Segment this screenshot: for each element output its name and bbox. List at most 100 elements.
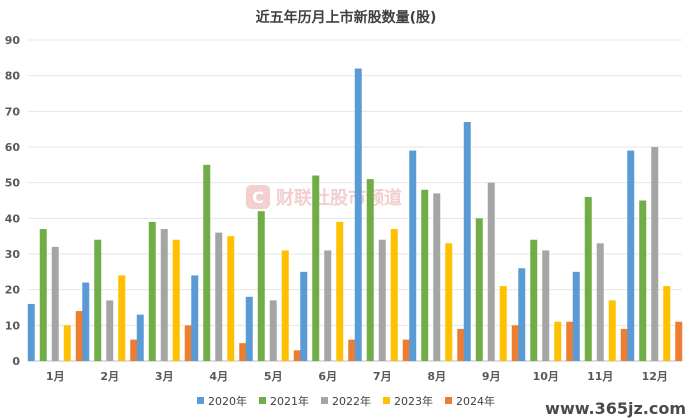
x-tick-label: 3月 — [155, 370, 174, 383]
bar-2020年-5月 — [245, 296, 253, 361]
bar-2020年-9月 — [463, 122, 471, 362]
bar-2023年-12月 — [663, 286, 671, 361]
legend-label: 2023年 — [394, 394, 433, 408]
chart-title: 近五年历月上市新股数量(股) — [256, 9, 437, 26]
bar-2020年-8月 — [409, 150, 417, 361]
bar-2024年-7月 — [402, 339, 410, 361]
bar-2024年-5月 — [293, 350, 301, 361]
bar-2023年-11月 — [608, 300, 616, 361]
x-axis: 1月 2月 3月 4月 5月 6月 7月 8月 9月 10月 11月 12月 — [46, 370, 668, 383]
bar-2021年-10月 — [530, 239, 538, 361]
bar-2024年-2月 — [130, 339, 138, 361]
y-tick-label: 60 — [5, 141, 21, 154]
bar-2022年-11月 — [596, 243, 604, 361]
x-tick-label: 7月 — [373, 370, 392, 383]
bar-2022年-4月 — [215, 232, 223, 361]
x-tick-label: 4月 — [209, 370, 228, 383]
bar-2021年-9月 — [475, 218, 483, 361]
bar-2023年-4月 — [227, 236, 235, 361]
bar-2021年-11月 — [584, 196, 592, 361]
bar-2022年-7月 — [378, 239, 386, 361]
x-tick-label: 11月 — [587, 370, 613, 383]
legend: 2020年 2021年 2022年 2023年 2024年 — [197, 394, 495, 408]
bar-2023年-8月 — [445, 243, 453, 361]
bar-2024年-11月 — [620, 328, 628, 361]
legend-swatch — [197, 397, 204, 404]
watermark-icon-letter: C — [252, 188, 264, 207]
legend-swatch — [445, 397, 452, 404]
bars — [27, 68, 683, 362]
bar-2024年-4月 — [239, 343, 247, 361]
bar-2023年-9月 — [499, 286, 507, 361]
bar-2022年-3月 — [160, 229, 168, 361]
bar-2023年-6月 — [336, 221, 344, 361]
watermark-text: 财联社股市频道 — [276, 187, 402, 209]
legend-swatch — [321, 397, 328, 404]
bar-2023年-10月 — [554, 321, 562, 361]
bar-2020年-4月 — [191, 275, 199, 361]
legend-label: 2021年 — [270, 394, 309, 408]
bar-2023年-7月 — [390, 229, 398, 361]
bar-2022年-8月 — [433, 193, 441, 361]
legend-swatch — [383, 397, 390, 404]
bar-2021年-7月 — [366, 179, 374, 361]
bar-2021年-2月 — [94, 239, 102, 361]
y-axis: 0 10 20 30 40 50 60 70 80 90 — [5, 34, 21, 368]
bar-2023年-5月 — [281, 250, 289, 361]
bar-2020年-1月 — [27, 303, 35, 361]
y-tick-label: 10 — [5, 319, 21, 332]
legend-swatch — [259, 397, 266, 404]
x-tick-label: 8月 — [427, 370, 446, 383]
bar-2020年-12月 — [627, 150, 635, 361]
bar-2022年-10月 — [542, 250, 550, 361]
bar-2020年-6月 — [300, 271, 308, 361]
x-tick-label: 5月 — [264, 370, 283, 383]
x-tick-label: 6月 — [318, 370, 337, 383]
bar-2023年-1月 — [63, 325, 71, 361]
bar-2021年-12月 — [639, 200, 647, 361]
x-tick-label: 10月 — [533, 370, 559, 383]
bar-2021年-4月 — [203, 164, 211, 361]
bar-2021年-8月 — [421, 189, 429, 361]
bar-2020年-2月 — [82, 282, 90, 361]
bar-2020年-10月 — [518, 268, 526, 361]
y-tick-label: 50 — [5, 177, 21, 190]
bar-2023年-2月 — [118, 275, 126, 361]
bar-2021年-3月 — [148, 221, 156, 361]
bar-2021年-5月 — [257, 211, 265, 361]
legend-label: 2024年 — [456, 394, 495, 408]
x-tick-label: 12月 — [642, 370, 668, 383]
bar-2022年-9月 — [487, 182, 495, 361]
bar-2020年-3月 — [136, 314, 144, 361]
y-tick-label: 20 — [5, 284, 21, 297]
bar-2024年-9月 — [511, 325, 519, 361]
bar-2022年-5月 — [269, 300, 277, 361]
bar-2024年-1月 — [75, 311, 83, 361]
bar-2021年-6月 — [312, 175, 320, 361]
watermark-icon — [246, 185, 270, 209]
x-tick-label: 2月 — [100, 370, 119, 383]
bar-2022年-2月 — [106, 300, 114, 361]
bar-2024年-6月 — [348, 339, 356, 361]
legend-label: 2020年 — [208, 394, 247, 408]
bar-2024年-12月 — [675, 321, 683, 361]
y-tick-label: 40 — [5, 212, 21, 225]
y-tick-label: 30 — [5, 248, 21, 261]
legend-label: 2022年 — [332, 394, 371, 408]
x-tick-label: 1月 — [46, 370, 65, 383]
bar-2023年-3月 — [172, 239, 180, 361]
footer-watermark: www.365jz.com — [545, 399, 686, 418]
bar-2022年-12月 — [651, 147, 659, 361]
bar-2024年-8月 — [457, 328, 465, 361]
y-tick-label: 70 — [5, 105, 21, 118]
x-tick-label: 9月 — [482, 370, 501, 383]
bar-2022年-6月 — [324, 250, 332, 361]
bar-2024年-3月 — [184, 325, 192, 361]
y-tick-label: 80 — [5, 70, 21, 83]
bar-2020年-11月 — [572, 271, 580, 361]
watermark: C 财联社股市频道 — [246, 185, 402, 209]
y-tick-label: 0 — [12, 355, 20, 368]
y-tick-label: 90 — [5, 34, 21, 47]
bar-2024年-10月 — [566, 321, 574, 361]
